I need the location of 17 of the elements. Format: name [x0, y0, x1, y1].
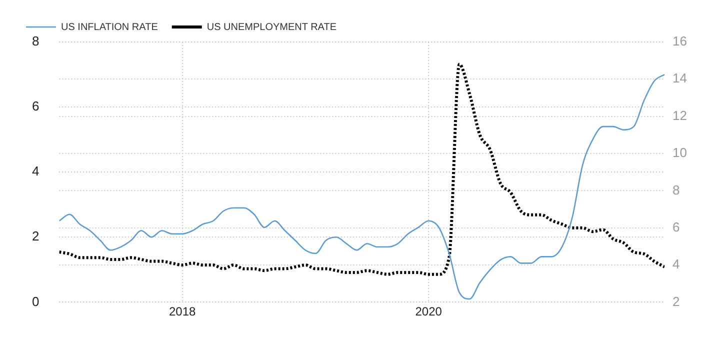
y2-tick-label: 6 — [672, 219, 680, 234]
y2-tick-label: 10 — [672, 145, 688, 160]
legend-label: US INFLATION RATE — [61, 22, 158, 33]
y-tick-label: 4 — [32, 164, 40, 179]
y-tick-label: 6 — [32, 98, 40, 114]
y2-tick-label: 2 — [672, 294, 680, 309]
y2-tick-label: 8 — [672, 182, 680, 198]
y-tick-label: 8 — [32, 34, 40, 49]
legend-label: US UNEMPLOYMENT RATE — [206, 22, 337, 33]
x-tick-label: 2018 — [168, 304, 196, 319]
x-tick-label: 2020 — [415, 304, 442, 319]
y2-tick-label: 16 — [672, 34, 688, 49]
y-tick-label: 0 — [32, 294, 40, 309]
y2-tick-label: 4 — [672, 256, 680, 272]
y-tick-label: 2 — [32, 228, 40, 244]
y2-tick-label: 12 — [672, 108, 688, 123]
y2-tick-label: 14 — [672, 70, 688, 86]
